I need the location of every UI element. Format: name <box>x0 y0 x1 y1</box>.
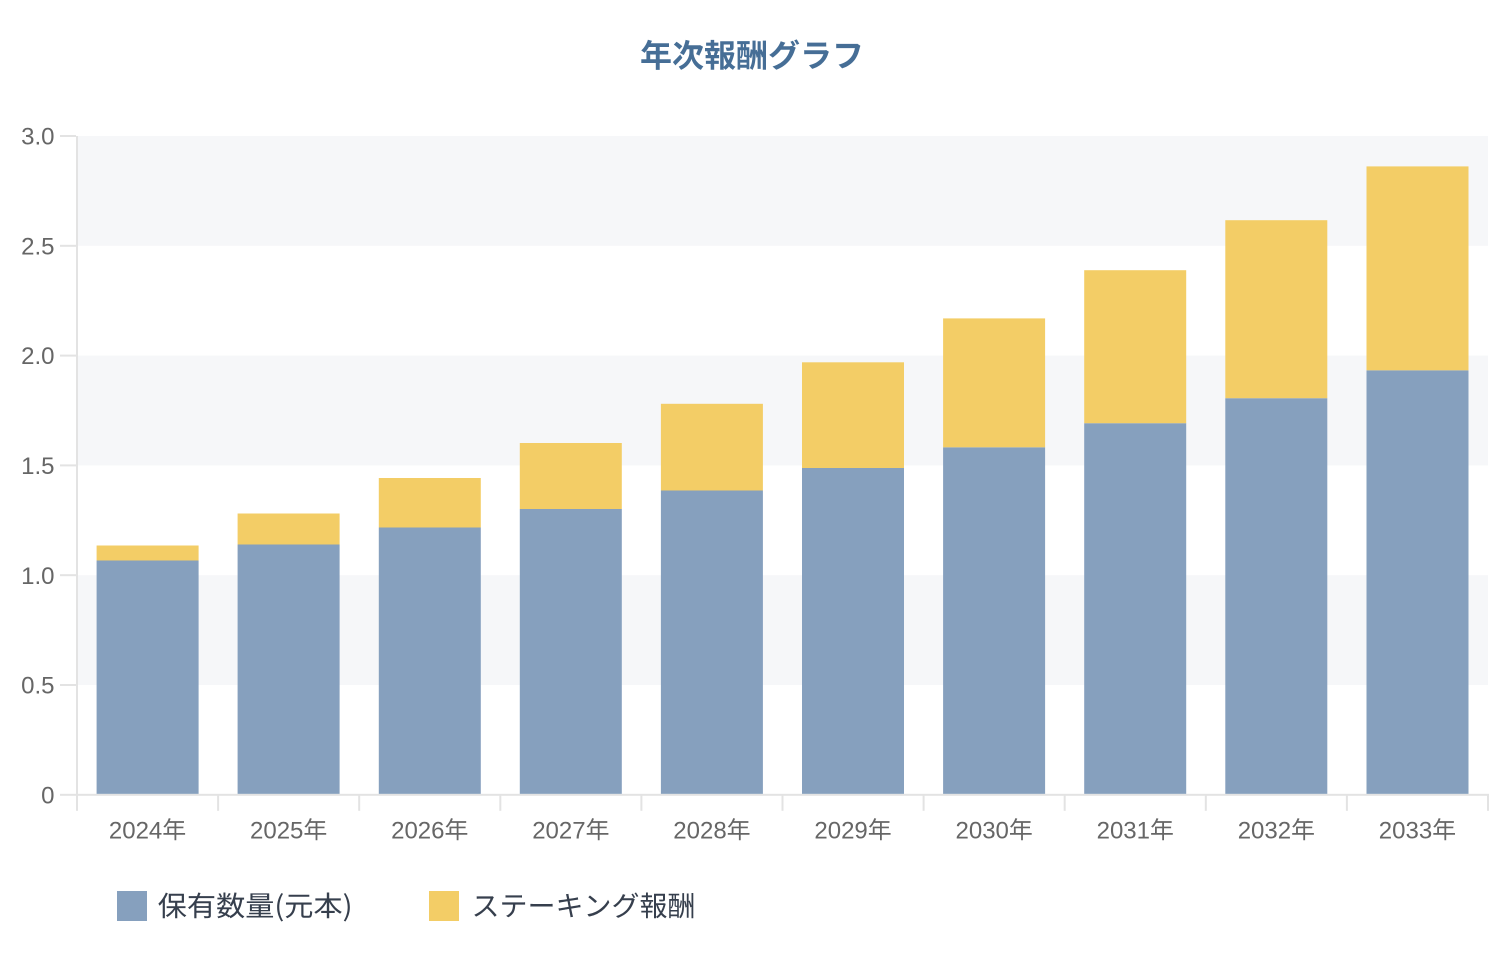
svg-text:2033: 2033 <box>1379 817 1432 844</box>
svg-text:2029: 2029 <box>814 817 867 844</box>
svg-text:1.5: 1.5 <box>21 453 54 480</box>
svg-text:2026: 2026 <box>391 817 444 844</box>
svg-text:2027: 2027 <box>532 817 585 844</box>
svg-text:2024: 2024 <box>109 817 162 844</box>
svg-text:2025: 2025 <box>250 817 303 844</box>
svg-text:0.5: 0.5 <box>21 673 54 700</box>
svg-text:2028: 2028 <box>673 817 726 844</box>
svg-text:2.5: 2.5 <box>21 233 54 260</box>
svg-text:2.0: 2.0 <box>21 343 54 370</box>
svg-text:2031: 2031 <box>1097 817 1150 844</box>
svg-text:1.0: 1.0 <box>21 563 54 590</box>
svg-text:0: 0 <box>41 782 54 809</box>
svg-text:2032: 2032 <box>1238 817 1291 844</box>
svg-text:2030: 2030 <box>956 817 1009 844</box>
svg-text:3.0: 3.0 <box>21 124 54 151</box>
